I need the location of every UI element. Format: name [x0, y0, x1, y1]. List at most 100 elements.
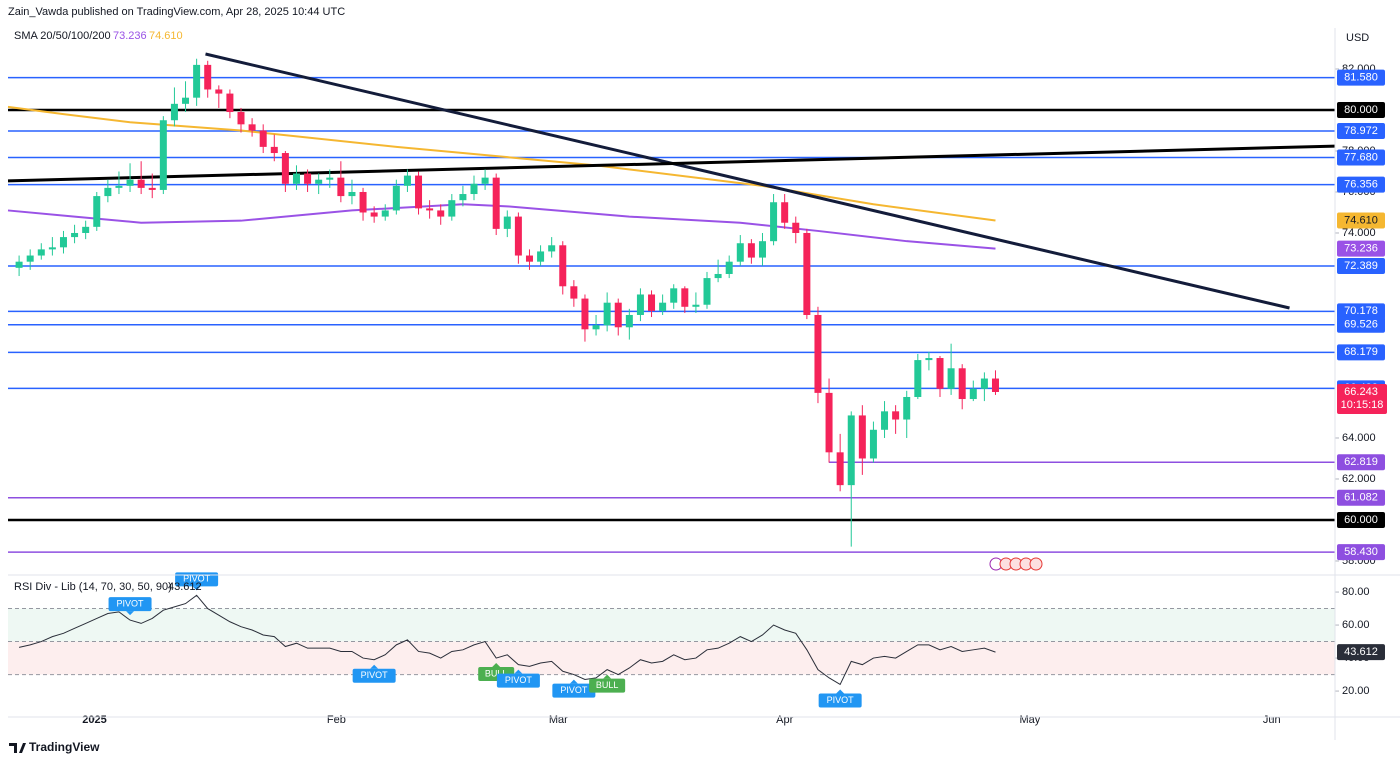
- candle-body: [381, 210, 389, 217]
- annotation-bg: [552, 683, 596, 698]
- y-tick-label: 74.000: [1342, 227, 1376, 239]
- level-badge: 81.580: [1344, 72, 1378, 84]
- level-badge: 72.389: [1344, 260, 1378, 272]
- level-badge-bg: [1337, 344, 1385, 361]
- candle-body: [448, 200, 456, 217]
- rsi-annotation: PIVOT: [552, 679, 596, 698]
- annotation-pointer: [492, 663, 501, 668]
- rsi-annotation: PIVOT: [496, 669, 540, 688]
- candle-body: [592, 325, 600, 330]
- candle-body: [215, 89, 223, 94]
- candle-body: [193, 64, 201, 98]
- rsi-badge: 43.612: [1344, 646, 1378, 658]
- level-badge-bg: [1337, 489, 1385, 506]
- candle-body: [703, 278, 711, 305]
- x-tick-label: 2025: [82, 714, 106, 726]
- candle-body: [936, 358, 944, 389]
- candle-body: [914, 360, 922, 397]
- annotation-text: PIVOT: [505, 675, 533, 685]
- candle-body: [82, 226, 90, 233]
- sma-legend-value: 74.610: [149, 30, 183, 42]
- level-badge-bg: [1337, 69, 1385, 86]
- candle-body: [392, 185, 400, 211]
- x-tick-label: Jun: [1263, 714, 1281, 726]
- rsi-annotation: PIVOT: [352, 664, 396, 683]
- y-tick-label: 80.00: [1342, 586, 1370, 598]
- level-badge: 70.178: [1344, 305, 1378, 317]
- y-tick-label: 62.000: [1342, 473, 1376, 485]
- level-badge: 69.526: [1344, 319, 1378, 331]
- candle-body: [747, 243, 755, 258]
- candle-body: [559, 245, 567, 287]
- candle-body: [426, 208, 434, 211]
- annotation-text: BULL: [596, 680, 619, 690]
- annotation-text: BULL: [485, 668, 508, 678]
- candle-body: [958, 368, 966, 400]
- y-tick-label: 64.000: [1342, 432, 1376, 444]
- indicator-label: SMA 20/50/100/200: [14, 30, 111, 42]
- rsi-badge-bg: [1337, 644, 1385, 661]
- candle-body: [881, 411, 889, 430]
- annotation-text: PIVOT: [560, 685, 588, 695]
- candle-body: [326, 177, 334, 180]
- rsi-annotation: PIVOT: [175, 572, 219, 591]
- footer-logo: TradingView: [9, 740, 100, 754]
- level-badge: 78.972: [1344, 125, 1378, 137]
- candle-body: [481, 177, 489, 184]
- annotation-text: PIVOT: [117, 598, 145, 608]
- candle-body: [492, 177, 500, 229]
- annotation-bg: [589, 678, 626, 693]
- sma-line: [7, 203, 996, 250]
- annotation-pointer: [192, 586, 201, 591]
- candle-body: [348, 191, 356, 197]
- candle-body: [648, 294, 656, 311]
- plot-layer: 58.00062.00064.00074.00076.00078.00082.0…: [7, 52, 1376, 726]
- rsi-upper-band: [8, 608, 1335, 642]
- trend-line: [205, 52, 1290, 310]
- candle-body: [359, 191, 367, 213]
- candle-body: [847, 415, 855, 486]
- candle-body: [415, 175, 423, 209]
- candle-body: [692, 304, 700, 307]
- candle-body: [503, 216, 511, 229]
- candle-body: [148, 187, 156, 190]
- level-badge-bg: [1337, 454, 1385, 471]
- candle-body: [548, 245, 556, 252]
- candle-body: [570, 286, 578, 299]
- level-badge-bg: [1337, 176, 1385, 193]
- annotation-bg: [108, 597, 152, 612]
- candle-body: [337, 177, 345, 197]
- candle-body: [814, 314, 822, 393]
- candle-body: [625, 314, 633, 328]
- annotation-pointer: [603, 674, 612, 679]
- last-price: 66.243: [1344, 386, 1378, 398]
- sma-badge-bg: [1337, 240, 1385, 257]
- annotation-pointer: [569, 679, 578, 684]
- level-badge: 76.356: [1344, 179, 1378, 191]
- candle-body: [403, 175, 411, 186]
- level-badge: 61.082: [1344, 492, 1378, 504]
- rsi-annotation: PIVOT: [818, 689, 862, 708]
- candle-body: [858, 415, 866, 459]
- candle-body: [226, 93, 234, 113]
- candle-body: [603, 302, 611, 326]
- candle-body: [126, 179, 134, 186]
- sma-badge: 74.610: [1344, 214, 1378, 226]
- level-badge-bg: [1337, 316, 1385, 333]
- candle-body: [259, 130, 267, 147]
- publish-header: Zain_Vawda published on TradingView.com,…: [8, 6, 345, 18]
- level-badge: 60.000: [1344, 514, 1378, 526]
- annotation-pointer: [370, 664, 379, 669]
- candle-body: [869, 429, 877, 459]
- annotation-pointer: [514, 669, 523, 674]
- annotation-bg: [496, 673, 540, 688]
- sma-badge: 73.236: [1344, 243, 1378, 255]
- annotation-text: PIVOT: [183, 574, 211, 584]
- candle-body: [71, 232, 79, 238]
- candle-body: [781, 202, 789, 223]
- trend-line: [7, 144, 1336, 183]
- candle-body: [714, 273, 722, 279]
- level-badge: 77.680: [1344, 151, 1378, 163]
- level-badge: 80.000: [1344, 104, 1378, 116]
- annotation-pointer: [836, 689, 845, 694]
